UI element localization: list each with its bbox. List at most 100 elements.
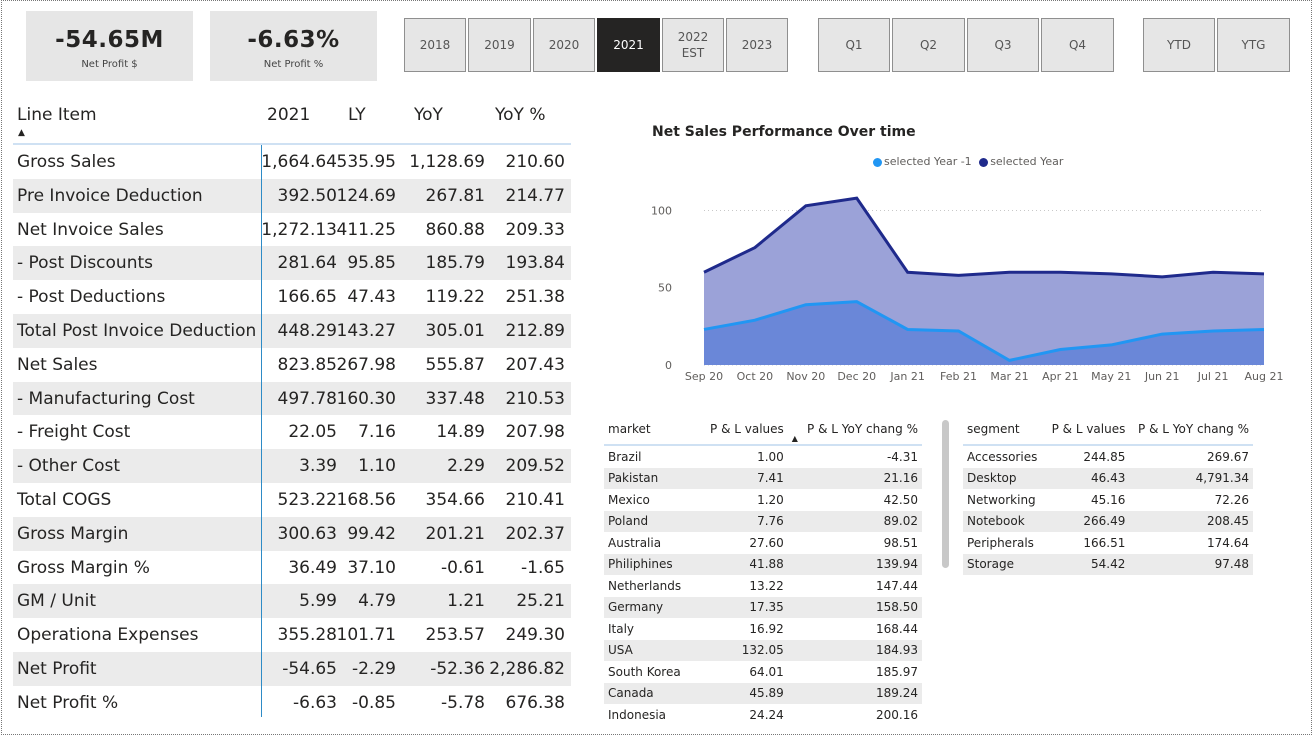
value-yoy: 201.21 bbox=[425, 523, 485, 544]
pl-row[interactable]: - Manufacturing Cost 497.78 160.30 337.48 21… bbox=[13, 381, 571, 416]
market-row[interactable]: Pakistan 7.41 21.16 bbox=[604, 467, 922, 489]
header-ly[interactable]: LY bbox=[348, 105, 366, 125]
segment-header-yoy[interactable]: P & L YoY chang % bbox=[1129, 414, 1253, 446]
value-yoy: 267.81 bbox=[425, 185, 485, 206]
value-2021: 5.99 bbox=[299, 591, 337, 612]
segment-row[interactable]: Storage 54.42 97.48 bbox=[963, 553, 1253, 575]
market-row[interactable]: Brazil 1.00 -4.31 bbox=[604, 445, 922, 468]
market-header-market[interactable]: market bbox=[604, 414, 696, 446]
pl-row[interactable]: - Other Cost 3.39 1.10 2.29 209.52 bbox=[13, 449, 571, 483]
segment-row[interactable]: Networking 45.16 72.26 bbox=[963, 489, 1253, 511]
pl-row[interactable]: Gross Margin % 36.49 37.10 -0.61 -1.65 bbox=[13, 551, 571, 585]
market-row[interactable]: Poland 7.76 89.02 bbox=[604, 510, 922, 532]
net-sales-area-chart[interactable]: 0 50 100 Sep 20 Oct 20 Nov 20 Dec 20 Jan 21 Feb … bbox=[640, 195, 1300, 390]
pl-row[interactable]: Gross Sales 1,664.64 535.95 1,128.69 210.60 bbox=[13, 145, 571, 179]
pl-row[interactable]: - Post Deductions 166.65 47.43 119.22 251.38 bbox=[13, 280, 571, 314]
market-row[interactable]: Canada 45.89 189.24 bbox=[604, 682, 922, 704]
year-button-2018[interactable]: 2018 bbox=[404, 18, 466, 72]
line-item: Pre Invoice Deduction bbox=[17, 185, 203, 206]
year-button-2020[interactable]: 2020 bbox=[533, 18, 595, 72]
market-row[interactable]: Australia 27.60 98.51 bbox=[604, 532, 922, 554]
header-line-item[interactable]: Line Item bbox=[17, 105, 97, 125]
quarter-button-q4[interactable]: Q4 bbox=[1041, 18, 1114, 72]
quarter-button-q1[interactable]: Q1 bbox=[818, 18, 890, 72]
pl-row[interactable]: - Freight Cost 22.05 7.16 14.89 207.98 bbox=[13, 415, 571, 449]
segment-row[interactable]: Desktop 46.43 4,791.34 bbox=[963, 467, 1253, 489]
matrix-column-divider bbox=[261, 145, 262, 717]
market-row[interactable]: Mexico 1.20 42.50 bbox=[604, 489, 922, 511]
value-2021: 1,664.64 bbox=[261, 152, 337, 172]
value-ly: -2.29 bbox=[352, 658, 396, 679]
value-2021: 448.29 bbox=[277, 320, 337, 341]
pl-row[interactable]: Net Profit -54.65 -2.29 -52.36 2,286.82 bbox=[13, 651, 571, 686]
segment-row[interactable]: Accessories 244.85 269.67 bbox=[963, 445, 1253, 468]
segment-row[interactable]: Notebook 266.49 208.45 bbox=[963, 510, 1253, 532]
segment-name: Accessories bbox=[967, 449, 1038, 464]
area-prev-year[interactable] bbox=[704, 301, 1264, 365]
header-yoy[interactable]: YoY bbox=[414, 105, 443, 125]
market-value: 27.60 bbox=[749, 535, 784, 550]
value-yoy: 337.48 bbox=[425, 388, 485, 409]
net-profit-pct-card: -6.63% Net Profit % bbox=[210, 11, 377, 81]
header-2021[interactable]: 2021 bbox=[267, 105, 311, 125]
market-name: Netherlands bbox=[608, 578, 682, 593]
line-item: Operationa Expenses bbox=[17, 625, 199, 646]
market-table-scrollbar[interactable] bbox=[942, 420, 949, 568]
year-button-2019[interactable]: 2019 bbox=[468, 18, 531, 72]
market-header-values[interactable]: P & L values bbox=[695, 414, 788, 446]
y-tick-label: 0 bbox=[665, 359, 672, 372]
value-yoy: 305.01 bbox=[425, 320, 485, 341]
value-ly: 7.16 bbox=[358, 422, 396, 443]
line-item: - Post Deductions bbox=[17, 287, 166, 308]
net-profit-pct-label: Net Profit % bbox=[263, 59, 324, 70]
market-row[interactable]: USA 132.05 184.93 bbox=[604, 639, 922, 661]
pl-row[interactable]: Pre Invoice Deduction 392.50 124.69 267.81 2… bbox=[13, 178, 571, 213]
value-yoy-pct: 249.30 bbox=[505, 625, 565, 646]
line-selected-year[interactable] bbox=[703, 196, 1265, 279]
pl-row[interactable]: Gross Margin 300.63 99.42 201.21 202.37 bbox=[13, 516, 571, 551]
line-item: Total Post Invoice Deduction bbox=[17, 320, 257, 341]
pl-row[interactable]: Net Invoice Sales 1,272.13 411.25 860.88 209… bbox=[13, 213, 571, 247]
segment-header-values[interactable]: P & L values bbox=[1044, 414, 1130, 446]
year-button-2023[interactable]: 2023 bbox=[726, 18, 788, 72]
pl-row[interactable]: Net Sales 823.85 267.98 555.87 207.43 bbox=[13, 348, 571, 382]
market-name: Indonesia bbox=[608, 707, 667, 722]
pl-row[interactable]: Total Post Invoice Deduction 448.29 143.27… bbox=[13, 313, 571, 348]
pl-row[interactable]: Total COGS 523.22 168.56 354.66 210.41 bbox=[13, 483, 571, 517]
market-row[interactable]: Philiphines 41.88 139.94 bbox=[604, 553, 922, 575]
quarter-button-q3[interactable]: Q3 bbox=[967, 18, 1039, 72]
header-yoy-pct[interactable]: YoY % bbox=[495, 105, 546, 125]
market-name: Brazil bbox=[608, 449, 642, 464]
pl-row[interactable]: GM / Unit 5.99 4.79 1.21 25.21 bbox=[13, 584, 571, 619]
period-button-ytd[interactable]: YTD bbox=[1143, 18, 1215, 72]
pl-row[interactable]: Operationa Expenses 355.28 101.71 253.57 249… bbox=[13, 618, 571, 652]
year-button-2022-est[interactable]: 2022 EST bbox=[662, 18, 724, 72]
sort-ascending-icon[interactable]: ▲ bbox=[791, 434, 798, 443]
pl-row[interactable]: - Post Discounts 281.64 95.85 185.79 193.84 bbox=[13, 246, 571, 281]
value-yoy-pct: 209.33 bbox=[505, 219, 565, 240]
market-row[interactable]: Netherlands 13.22 147.44 bbox=[604, 575, 922, 597]
value-yoy-pct: 209.52 bbox=[505, 456, 565, 477]
segment-header-segment[interactable]: segment bbox=[963, 414, 1045, 446]
market-name: Canada bbox=[604, 682, 696, 704]
chart-legend: selected Year -1 selected Year bbox=[873, 155, 1067, 168]
market-value: 45.89 bbox=[695, 682, 788, 704]
segment-yoy-change: 97.48 bbox=[1129, 553, 1253, 575]
x-tick-label: Oct 20 bbox=[737, 370, 774, 383]
market-header-yoy[interactable]: P & L YoY chang % ▲ bbox=[787, 414, 922, 446]
segment-value: 46.43 bbox=[1044, 467, 1130, 489]
line-prev-year[interactable] bbox=[703, 300, 1265, 362]
period-button-ytg[interactable]: YTG bbox=[1217, 18, 1290, 72]
segment-row[interactable]: Peripherals 166.51 174.64 bbox=[963, 532, 1253, 554]
pl-row[interactable]: Net Profit % -6.63 -0.85 -5.78 676.38 bbox=[13, 686, 571, 720]
legend-item-prev-year[interactable]: selected Year -1 bbox=[873, 155, 972, 168]
market-row[interactable]: Indonesia 24.24 200.16 bbox=[604, 704, 922, 726]
sort-ascending-icon[interactable]: ▲ bbox=[18, 128, 25, 138]
market-row[interactable]: Germany 17.35 158.50 bbox=[604, 596, 922, 618]
legend-item-selected-year[interactable]: selected Year bbox=[979, 155, 1063, 168]
value-yoy-pct: 210.41 bbox=[505, 489, 565, 510]
market-row[interactable]: Italy 16.92 168.44 bbox=[604, 618, 922, 640]
market-row[interactable]: South Korea 64.01 185.97 bbox=[604, 661, 922, 683]
quarter-button-q2[interactable]: Q2 bbox=[892, 18, 965, 72]
year-button-2021[interactable]: 2021 bbox=[597, 18, 660, 72]
